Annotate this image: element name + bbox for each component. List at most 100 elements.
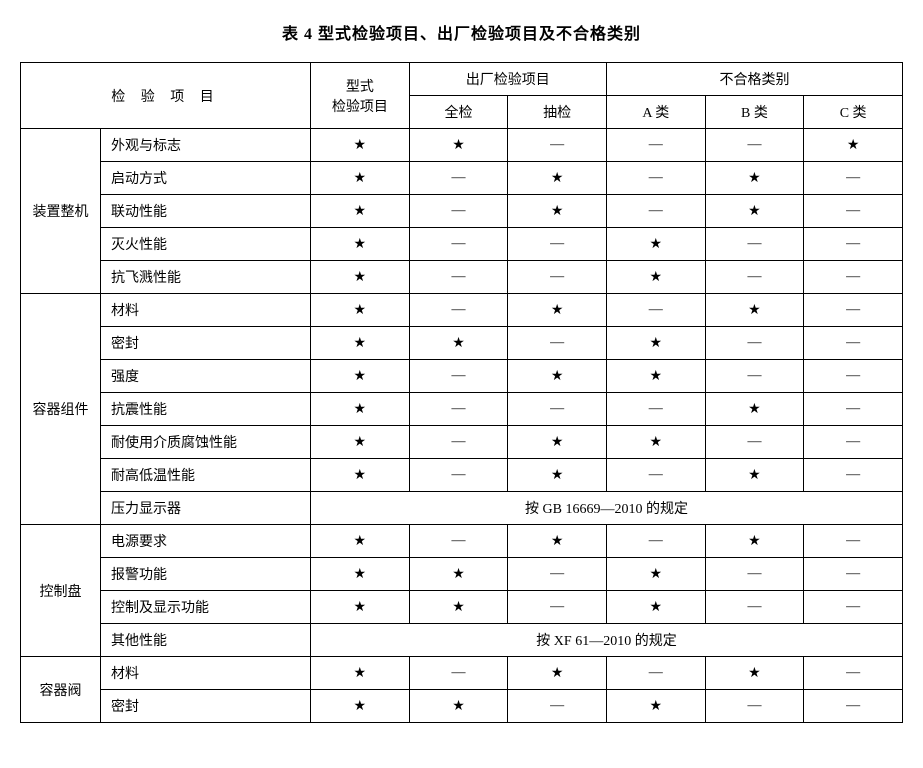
mark-star: ★ (606, 690, 705, 723)
mark-star: ★ (508, 294, 607, 327)
mark-star: ★ (705, 294, 804, 327)
mark-star: ★ (606, 261, 705, 294)
mark-star: ★ (311, 459, 410, 492)
mark-star: ★ (311, 261, 410, 294)
mark-star: ★ (311, 426, 410, 459)
mark-dash: — (804, 591, 903, 624)
mark-dash: — (409, 525, 508, 558)
item-label: 耐高低温性能 (101, 459, 311, 492)
mark-dash: — (409, 195, 508, 228)
mark-dash: — (804, 162, 903, 195)
mark-star: ★ (311, 195, 410, 228)
mark-star: ★ (409, 327, 508, 360)
mark-star: ★ (508, 459, 607, 492)
mark-dash: — (705, 426, 804, 459)
item-label: 抗震性能 (101, 393, 311, 426)
hdr-class-a: A 类 (606, 96, 705, 129)
hdr-class-c: C 类 (804, 96, 903, 129)
table-row: 启动方式★—★—★— (21, 162, 903, 195)
mark-dash: — (409, 294, 508, 327)
mark-dash: — (705, 261, 804, 294)
mark-dash: — (804, 690, 903, 723)
table-body: 装置整机外观与标志★★———★启动方式★—★—★—联动性能★—★—★—灭火性能★… (21, 129, 903, 723)
hdr-class-b: B 类 (705, 96, 804, 129)
group-label: 容器组件 (21, 294, 101, 525)
table-row: 抗飞溅性能★——★—— (21, 261, 903, 294)
mark-star: ★ (409, 558, 508, 591)
mark-dash: — (409, 426, 508, 459)
mark-dash: — (409, 261, 508, 294)
hdr-factory-test: 出厂检验项目 (409, 63, 606, 96)
mark-dash: — (508, 690, 607, 723)
table-header: 检 验 项 目 型式 检验项目 出厂检验项目 不合格类别 全检 抽检 A 类 B… (21, 63, 903, 129)
mark-star: ★ (311, 591, 410, 624)
item-label: 材料 (101, 294, 311, 327)
mark-star: ★ (606, 327, 705, 360)
mark-dash: — (508, 228, 607, 261)
mark-dash: — (409, 459, 508, 492)
table-row: 密封★★—★—— (21, 327, 903, 360)
hdr-sample-check: 抽检 (508, 96, 607, 129)
mark-dash: — (409, 360, 508, 393)
mark-dash: — (705, 129, 804, 162)
mark-star: ★ (606, 228, 705, 261)
mark-dash: — (606, 129, 705, 162)
group-label: 装置整机 (21, 129, 101, 294)
mark-star: ★ (705, 393, 804, 426)
mark-star: ★ (311, 294, 410, 327)
table-row: 密封★★—★—— (21, 690, 903, 723)
table-row: 联动性能★—★—★— (21, 195, 903, 228)
mark-dash: — (804, 459, 903, 492)
mark-dash: — (409, 162, 508, 195)
mark-star: ★ (606, 426, 705, 459)
mark-dash: — (804, 360, 903, 393)
mark-star: ★ (311, 690, 410, 723)
mark-dash: — (606, 162, 705, 195)
mark-dash: — (705, 591, 804, 624)
mark-dash: — (804, 426, 903, 459)
table-row: 控制及显示功能★★—★—— (21, 591, 903, 624)
inspection-table: 检 验 项 目 型式 检验项目 出厂检验项目 不合格类别 全检 抽检 A 类 B… (20, 62, 903, 723)
mark-star: ★ (508, 426, 607, 459)
mark-dash: — (508, 327, 607, 360)
mark-dash: — (508, 393, 607, 426)
hdr-nonconforming: 不合格类别 (606, 63, 902, 96)
table-row: 其他性能按 XF 61—2010 的规定 (21, 624, 903, 657)
mark-dash: — (705, 327, 804, 360)
table-title: 表 4 型式检验项目、出厂检验项目及不合格类别 (20, 20, 903, 44)
item-label: 其他性能 (101, 624, 311, 657)
item-label: 灭火性能 (101, 228, 311, 261)
mark-dash: — (508, 261, 607, 294)
mark-dash: — (705, 228, 804, 261)
item-label: 电源要求 (101, 525, 311, 558)
mark-star: ★ (705, 657, 804, 690)
mark-dash: — (804, 393, 903, 426)
reference-note: 按 XF 61—2010 的规定 (311, 624, 903, 657)
mark-star: ★ (311, 393, 410, 426)
item-label: 压力显示器 (101, 492, 311, 525)
mark-dash: — (606, 459, 705, 492)
item-label: 外观与标志 (101, 129, 311, 162)
item-label: 密封 (101, 327, 311, 360)
mark-star: ★ (409, 690, 508, 723)
table-row: 耐使用介质腐蚀性能★—★★—— (21, 426, 903, 459)
table-row: 强度★—★★—— (21, 360, 903, 393)
group-label: 控制盘 (21, 525, 101, 657)
group-label: 容器阀 (21, 657, 101, 723)
item-label: 报警功能 (101, 558, 311, 591)
hdr-inspection-item: 检 验 项 目 (21, 63, 311, 129)
mark-star: ★ (311, 129, 410, 162)
mark-dash: — (705, 360, 804, 393)
table-row: 抗震性能★———★— (21, 393, 903, 426)
mark-dash: — (804, 294, 903, 327)
mark-dash: — (705, 558, 804, 591)
item-label: 控制及显示功能 (101, 591, 311, 624)
mark-star: ★ (705, 525, 804, 558)
table-row: 装置整机外观与标志★★———★ (21, 129, 903, 162)
mark-star: ★ (508, 360, 607, 393)
mark-dash: — (606, 294, 705, 327)
mark-dash: — (508, 591, 607, 624)
mark-dash: — (804, 657, 903, 690)
item-label: 耐使用介质腐蚀性能 (101, 426, 311, 459)
mark-star: ★ (606, 360, 705, 393)
